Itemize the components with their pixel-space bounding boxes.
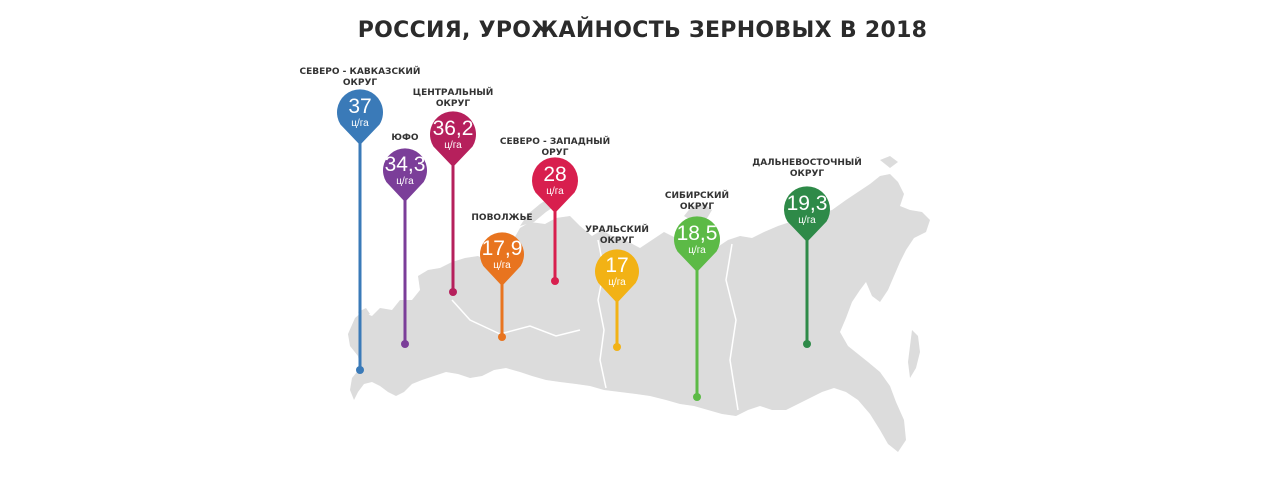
pin-anchor-dot xyxy=(803,340,811,348)
page-title: РОССИЯ, УРОЖАЙНОСТЬ ЗЕРНОВЫХ В 2018 xyxy=(357,18,928,43)
region-label-line: ЦЕНТРАЛЬНЫЙ xyxy=(412,88,494,98)
pin-value-group: 17,9 ц/га xyxy=(472,237,532,272)
pin-head xyxy=(784,186,831,242)
region-pin xyxy=(430,111,476,296)
yield-unit: ц/га xyxy=(396,176,414,187)
border-line-siberia xyxy=(725,243,739,411)
pin-head xyxy=(337,89,383,145)
yield-unit: ц/га xyxy=(608,277,626,288)
region-label: ДАЛЬНЕВОСТОЧНЫЙ ОКРУГ xyxy=(707,158,907,180)
region-label: УРАЛЬСКИЙ ОКРУГ xyxy=(517,225,717,247)
region-label-line: ОКРУГ xyxy=(789,169,825,179)
region-label: ПОВОЛЖЬЕ xyxy=(402,213,602,224)
region-label: СЕВЕРО - КАВКАЗСКИЙ ОКРУГ xyxy=(260,67,460,89)
border-line-volga xyxy=(451,299,581,337)
pin-value-group: 17 ц/га xyxy=(587,254,647,289)
pin-anchor-dot xyxy=(498,333,506,341)
region-pin xyxy=(532,157,578,285)
region-label-line: УРАЛЬСКИЙ xyxy=(585,225,649,235)
pin-anchor-dot xyxy=(693,393,701,401)
pin-value-group: 36,2 ц/га xyxy=(423,117,483,152)
region-label-line: ОКРУГ xyxy=(679,202,715,212)
pin-value-group: 34,3 ц/га xyxy=(375,153,435,188)
pin-value-group: 18,5 ц/га xyxy=(667,222,727,257)
region-label-line: ОКРУГ xyxy=(342,78,378,88)
pin-head xyxy=(595,249,640,303)
region-pin xyxy=(784,186,831,348)
russia-mainland-shape xyxy=(348,174,930,452)
yield-unit: ц/га xyxy=(444,140,462,151)
yield-value: 18,5 xyxy=(676,222,718,245)
pin-head xyxy=(430,111,476,167)
yield-value: 34,3 xyxy=(384,153,426,176)
yield-value: 36,2 xyxy=(432,117,474,140)
yield-unit: ц/га xyxy=(351,118,369,129)
region-pin xyxy=(674,216,720,401)
region-label-line: СЕВЕРО - ЗАПАДНЫЙ xyxy=(499,137,611,147)
region-label-line: ОКРУГ xyxy=(599,236,635,246)
pin-anchor-dot xyxy=(449,288,457,296)
yield-unit: ц/га xyxy=(798,215,816,226)
region-pin xyxy=(383,148,427,348)
pins-layer xyxy=(337,89,831,401)
region-label: СЕВЕРО - ЗАПАДНЫЙ ОРУГ xyxy=(455,137,655,159)
yield-value: 17 xyxy=(605,254,629,277)
pin-head xyxy=(480,232,524,286)
region-label-line: СИБИРСКИЙ xyxy=(664,191,730,201)
pin-head xyxy=(383,148,427,202)
region-pin xyxy=(480,232,524,341)
region-label-line: ОРУГ xyxy=(541,148,569,158)
region-pin xyxy=(595,249,640,351)
pin-head xyxy=(532,157,578,213)
region-label: ЦЕНТРАЛЬНЫЙ ОКРУГ xyxy=(353,88,553,110)
region-pin xyxy=(337,89,383,374)
yield-value: 28 xyxy=(543,163,567,186)
pin-anchor-dot xyxy=(401,340,409,348)
yield-value: 19,3 xyxy=(786,192,828,215)
yield-unit: ц/га xyxy=(546,186,564,197)
pin-value-group: 37 ц/га xyxy=(330,95,390,130)
yield-unit: ц/га xyxy=(493,260,511,271)
region-label-line: ПОВОЛЖЬЕ xyxy=(471,213,533,223)
pin-value-group: 19,3 ц/га xyxy=(777,192,837,227)
region-label-line: СЕВЕРО - КАВКАЗСКИЙ xyxy=(299,67,421,77)
pin-value-group: 28 ц/га xyxy=(525,163,585,198)
region-label: СИБИРСКИЙ ОКРУГ xyxy=(597,191,797,213)
pin-head xyxy=(674,216,720,272)
sakhalin-shape xyxy=(908,330,920,378)
region-label-line: ЮФО xyxy=(391,133,419,143)
pin-anchor-dot xyxy=(551,277,559,285)
region-label-line: ОКРУГ xyxy=(435,99,471,109)
yield-unit: ц/га xyxy=(688,245,706,256)
yield-value: 17,9 xyxy=(481,237,523,260)
wrangel-island-shape xyxy=(880,156,898,168)
region-label-line: ДАЛЬНЕВОСТОЧНЫЙ xyxy=(752,158,862,168)
yield-value: 37 xyxy=(348,95,372,118)
pin-anchor-dot xyxy=(613,343,621,351)
pin-anchor-dot xyxy=(356,366,364,374)
region-label: ЮФО xyxy=(305,133,505,144)
